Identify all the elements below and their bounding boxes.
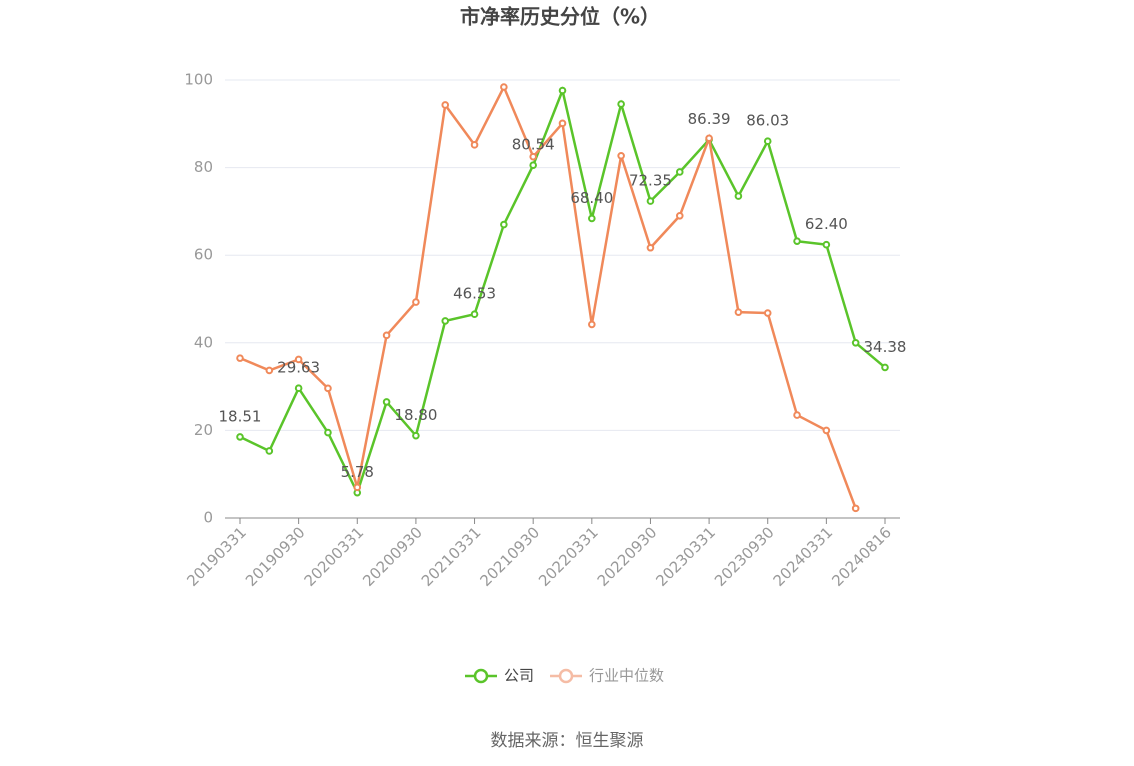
y-tick-label: 80	[194, 158, 213, 176]
x-tick-label: 20190930	[242, 523, 309, 590]
legend-label[interactable]: 公司	[504, 667, 534, 685]
x-tick-label: 20220331	[535, 523, 602, 590]
data-label: 86.03	[746, 112, 789, 130]
y-tick-label: 100	[184, 71, 213, 89]
x-tick-label: 20210930	[476, 523, 543, 590]
data-point	[382, 331, 391, 340]
data-point	[324, 428, 332, 437]
data-point	[265, 366, 274, 375]
data-label: 18.80	[394, 406, 437, 424]
data-point	[822, 426, 831, 435]
data-label: 62.40	[805, 215, 848, 233]
data-point	[441, 101, 450, 109]
data-point	[675, 168, 684, 176]
data-point	[851, 339, 860, 347]
data-point	[500, 220, 508, 229]
data-point	[412, 431, 420, 440]
x-tick-label: 20240816	[828, 523, 895, 590]
x-tick-label: 20190331	[183, 523, 250, 590]
data-point	[588, 320, 596, 329]
data-label: 72.35	[629, 172, 672, 190]
data-point	[353, 483, 362, 492]
data-point	[646, 197, 655, 205]
data-point	[558, 86, 567, 95]
data-point	[294, 384, 303, 393]
data-point	[529, 161, 537, 170]
x-tick-label: 20200331	[301, 523, 368, 590]
series-line	[239, 84, 857, 509]
data-point	[382, 398, 391, 406]
data-point	[236, 433, 244, 441]
data-point	[529, 152, 537, 161]
x-tick-label: 20230930	[711, 523, 778, 590]
data-point	[617, 100, 625, 108]
data-point	[793, 411, 801, 419]
legend-marker[interactable]	[473, 668, 489, 684]
data-point	[881, 363, 889, 372]
data-label: 18.51	[219, 407, 262, 425]
data-point	[705, 134, 713, 143]
data-point	[734, 308, 743, 316]
data-point	[646, 243, 655, 252]
data-label: 34.38	[864, 338, 907, 356]
data-label: 46.53	[453, 285, 496, 303]
data-label: 5.78	[341, 463, 374, 481]
data-point	[793, 237, 801, 245]
data-point	[734, 192, 743, 200]
source-note: 数据来源：恒生聚源	[491, 731, 644, 751]
data-point	[822, 240, 831, 249]
data-point	[617, 151, 625, 160]
x-tick-label: 20240331	[770, 523, 837, 590]
data-label: 86.39	[688, 110, 731, 128]
data-point	[588, 214, 596, 223]
x-tick-label: 20220930	[594, 523, 661, 590]
x-tick-label: 20230331	[652, 523, 719, 590]
data-point	[265, 447, 274, 455]
data-point	[851, 504, 860, 513]
chart-title: 市净率历史分位（%）	[460, 5, 660, 29]
data-point	[412, 298, 420, 306]
series-line	[239, 86, 886, 497]
data-point	[675, 211, 684, 220]
data-point	[763, 309, 772, 317]
data-point	[470, 310, 479, 318]
data-point	[441, 317, 450, 325]
data-label: 80.54	[512, 136, 555, 154]
data-point	[558, 119, 567, 128]
data-point	[324, 384, 332, 393]
data-label: 68.40	[570, 189, 613, 207]
y-tick-label: 0	[203, 509, 213, 527]
data-point	[470, 141, 479, 149]
data-point	[763, 137, 772, 145]
x-tick-label: 20210331	[418, 523, 485, 590]
x-tick-label: 20200930	[359, 523, 426, 590]
data-point	[294, 355, 303, 364]
data-point	[500, 83, 508, 91]
data-label: 29.63	[277, 359, 320, 377]
y-tick-label: 40	[194, 333, 213, 351]
data-point	[236, 354, 244, 362]
y-tick-label: 20	[194, 421, 213, 439]
legend-marker[interactable]	[558, 668, 574, 684]
y-tick-label: 60	[194, 246, 213, 264]
legend-label[interactable]: 行业中位数	[589, 667, 664, 685]
